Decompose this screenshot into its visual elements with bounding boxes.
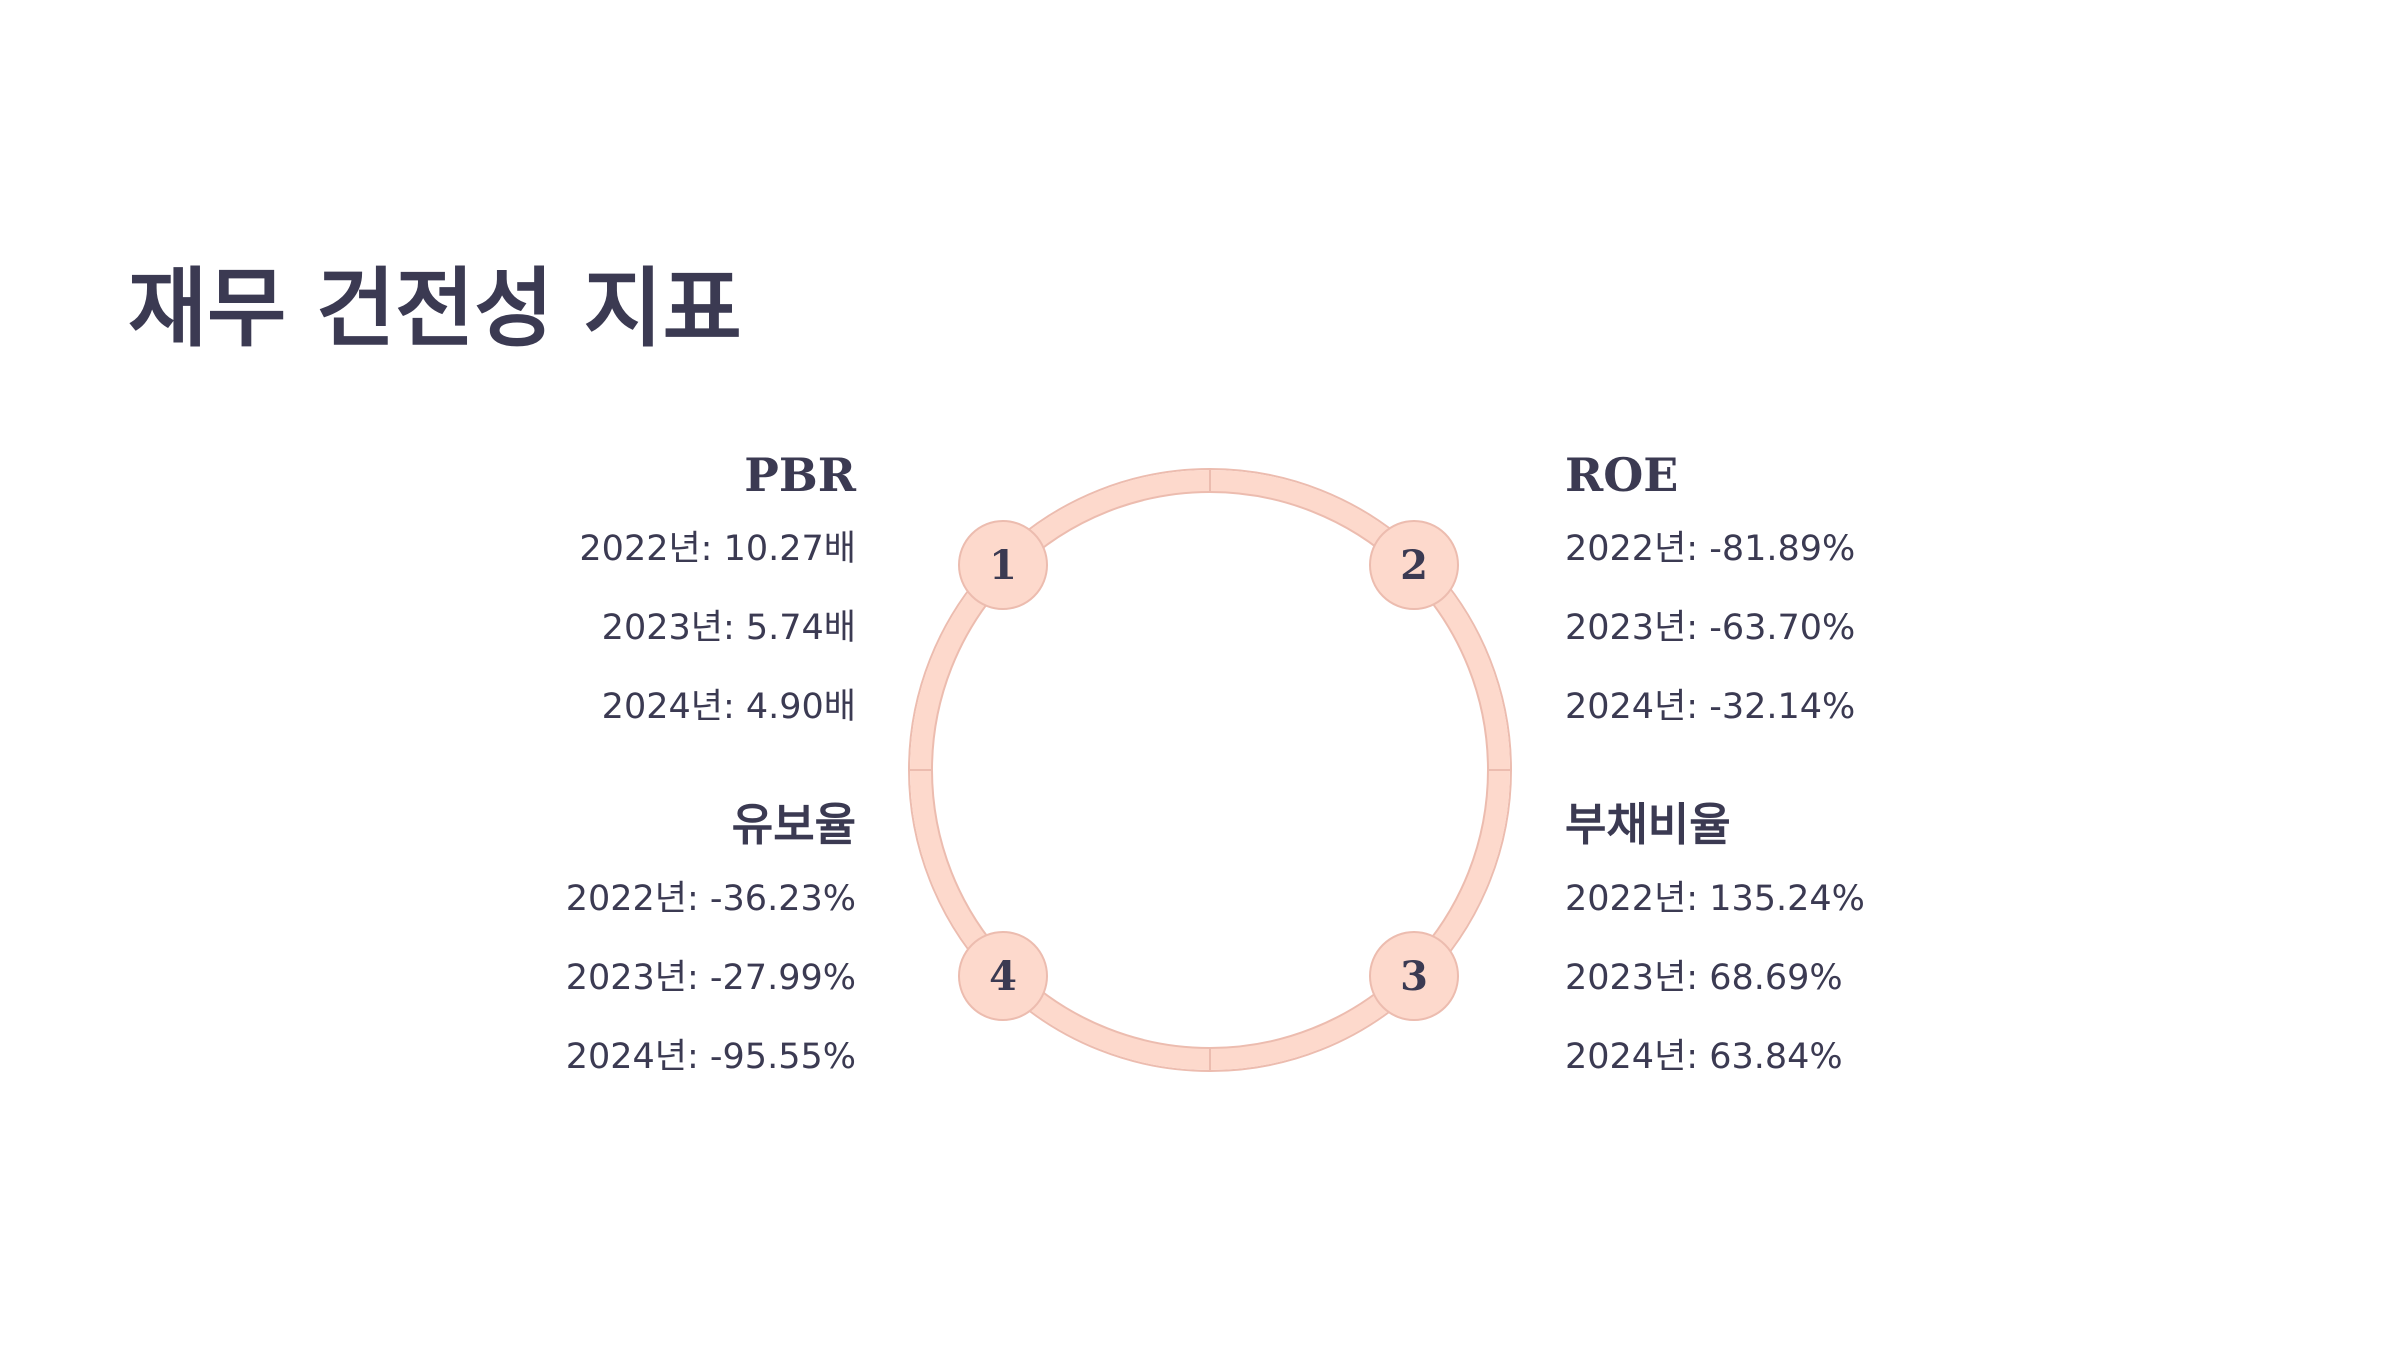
retention-ratio-heading: 유보율: [731, 798, 856, 851]
pbr-2024: 2024년: 4.90배: [601, 687, 856, 727]
step-4-number: 4: [989, 953, 1017, 1000]
roe-2024: 2024년: -32.14%: [1565, 687, 1856, 727]
step-3-marker: 3: [1369, 931, 1459, 1021]
step-2-marker: 2: [1369, 520, 1459, 610]
step-1-number: 1: [989, 542, 1017, 589]
retention-ratio-2022: 2022년: -36.23%: [565, 879, 856, 919]
step-1-marker: 1: [958, 520, 1048, 610]
pbr-heading: PBR: [744, 448, 856, 502]
roe-2023: 2023년: -63.70%: [1565, 608, 1856, 648]
cycle-diagram: 1 2 3 4: [908, 468, 1512, 1072]
pbr-2022: 2022년: 10.27배: [579, 529, 856, 569]
debt-ratio-block: 부채비율 2022년: 135.24% 2023년: 68.69% 2024년:…: [1565, 802, 2165, 1119]
page-title: 재무 건전성 지표: [128, 259, 742, 359]
roe-2022: 2022년: -81.89%: [1565, 529, 1856, 569]
retention-ratio-block: 유보율 2022년: -36.23% 2023년: -27.99% 2024년:…: [256, 802, 856, 1119]
roe-heading: ROE: [1565, 448, 1679, 502]
debt-ratio-2024: 2024년: 63.84%: [1565, 1037, 1843, 1077]
roe-block: ROE 2022년: -81.89% 2023년: -63.70% 2024년:…: [1565, 452, 2165, 769]
retention-ratio-2023: 2023년: -27.99%: [565, 958, 856, 998]
step-3-number: 3: [1400, 953, 1428, 1000]
debt-ratio-heading: 부채비율: [1565, 798, 1731, 851]
debt-ratio-2023: 2023년: 68.69%: [1565, 958, 1843, 998]
retention-ratio-2024: 2024년: -95.55%: [565, 1037, 856, 1077]
cycle-ring: [908, 468, 1512, 1072]
debt-ratio-2022: 2022년: 135.24%: [1565, 879, 1865, 919]
step-4-marker: 4: [958, 931, 1048, 1021]
step-2-number: 2: [1400, 542, 1428, 589]
pbr-2023: 2023년: 5.74배: [601, 608, 856, 648]
pbr-block: PBR 2022년: 10.27배 2023년: 5.74배 2024년: 4.…: [256, 452, 856, 769]
